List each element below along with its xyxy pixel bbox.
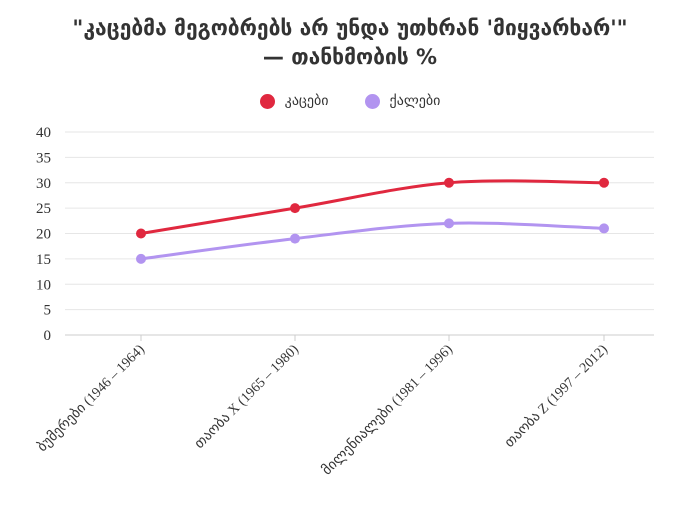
- chart-title-line-2: — თანხმობის %: [262, 45, 438, 69]
- x-tick-label: თაობა X (1965 – 1980): [191, 341, 302, 452]
- y-tick-label: 10: [36, 277, 51, 293]
- y-tick-label: 5: [44, 303, 52, 319]
- chart-title: "კაცებმა მეგობრებს არ უნდა უთხრან 'მიყვა…: [0, 14, 700, 72]
- chart-title-line-1: "კაცებმა მეგობრებს არ უნდა უთხრან 'მიყვა…: [72, 16, 628, 40]
- y-tick-label: 25: [36, 201, 51, 217]
- y-tick-label: 35: [36, 150, 51, 166]
- data-point-men: [599, 177, 609, 188]
- data-point-women: [136, 253, 146, 264]
- legend: კაცები ქალები: [0, 93, 700, 109]
- legend-item-men[interactable]: კაცები: [259, 93, 329, 109]
- x-tick-label: მილენიალები (1981 – 1996): [319, 341, 456, 478]
- x-tick-label: ბუმერები (1946 – 1964): [34, 341, 148, 455]
- y-tick-label: 0: [44, 328, 52, 344]
- data-point-women: [444, 218, 454, 229]
- legend-label-men: კაცები: [284, 93, 329, 109]
- legend-marker-men: [259, 93, 275, 109]
- series-line-women: [139, 221, 606, 261]
- y-tick-label: 40: [36, 125, 51, 141]
- data-point-men: [290, 203, 300, 214]
- series-lines: [139, 179, 606, 261]
- data-point-men: [136, 228, 146, 239]
- x-tick-label: თაობა Z (1997 – 2012): [502, 341, 612, 451]
- y-tick-label: 20: [36, 227, 51, 243]
- series-points: [136, 177, 609, 264]
- x-axis-ticks: ბუმერები (1946 – 1964) თაობა X (1965 – 19…: [34, 335, 611, 478]
- legend-marker-women: [364, 93, 380, 109]
- legend-label-women: ქალები: [389, 93, 441, 109]
- legend-item-women[interactable]: ქალები: [364, 93, 441, 109]
- y-tick-label: 30: [36, 176, 51, 192]
- data-point-men: [444, 177, 454, 188]
- grid-lines: [65, 131, 654, 336]
- data-point-women: [290, 233, 300, 244]
- series-line-men: [139, 179, 606, 235]
- data-point-women: [599, 223, 609, 234]
- y-tick-label: 15: [36, 252, 51, 268]
- y-axis-ticks: 0 5 10 15 20 25 30 35 40: [36, 125, 51, 344]
